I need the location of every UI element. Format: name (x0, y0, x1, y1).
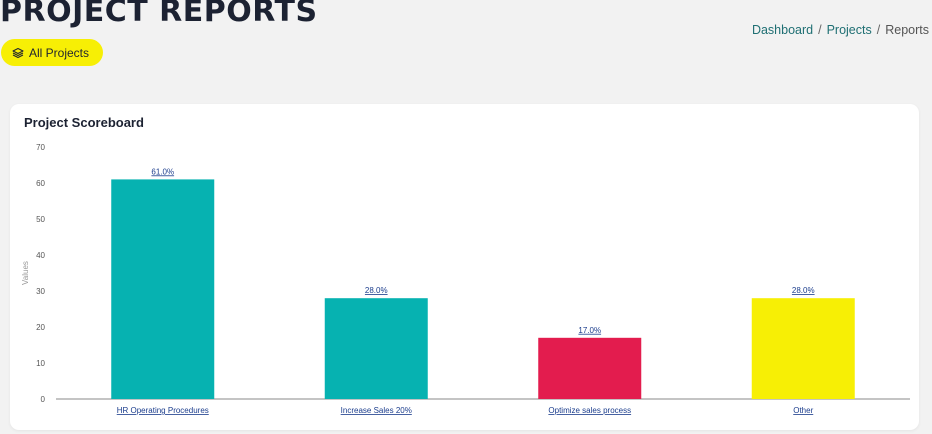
x-tick-label[interactable]: HR Operating Procedures (117, 406, 209, 415)
bar-2[interactable] (324, 298, 428, 399)
y-tick-label: 10 (36, 359, 45, 368)
y-axis-label: Values (21, 261, 30, 285)
card-title: Project Scoreboard (24, 115, 144, 130)
bar-1[interactable] (111, 179, 215, 399)
x-tick-label[interactable]: Increase Sales 20% (341, 406, 412, 415)
x-tick-label[interactable]: Optimize sales process (548, 406, 631, 415)
bar-4[interactable] (751, 298, 855, 399)
data-label[interactable]: 28.0% (792, 286, 815, 295)
y-tick-label: 50 (36, 215, 45, 224)
breadcrumb-separator: / (818, 23, 822, 37)
y-tick-label: 30 (36, 287, 45, 296)
y-tick-label: 70 (36, 143, 45, 152)
scoreboard-bar-chart: 0 10 20 30 40 50 60 70 Values 61.0% HR Operating P… (21, 143, 910, 415)
all-projects-label: All Projects (29, 45, 90, 60)
x-tick-label[interactable]: Other (793, 406, 813, 415)
breadcrumb-reports: Reports (885, 23, 929, 37)
y-tick-label: 0 (41, 395, 46, 404)
y-tick-label: 20 (36, 323, 45, 332)
breadcrumb-dashboard[interactable]: Dashboard (751, 23, 814, 37)
data-label[interactable]: 28.0% (365, 286, 388, 295)
layers-icon (12, 47, 24, 59)
bar-3[interactable] (538, 337, 642, 399)
page-title: PROJECT REPORTS (0, 0, 318, 29)
y-tick-label: 40 (36, 251, 45, 260)
y-tick-label: 60 (36, 179, 45, 188)
project-scoreboard-card: Project Scoreboard 0 10 20 30 40 50 60 70 Values… (10, 104, 919, 430)
breadcrumb-separator: / (876, 23, 881, 37)
breadcrumb: Dashboard / Projects / Reports (752, 23, 929, 37)
data-label[interactable]: 61.0% (151, 167, 174, 176)
data-label[interactable]: 17.0% (578, 326, 601, 335)
breadcrumb-projects[interactable]: Projects (826, 23, 872, 37)
all-projects-button[interactable]: All Projects (1, 39, 104, 66)
